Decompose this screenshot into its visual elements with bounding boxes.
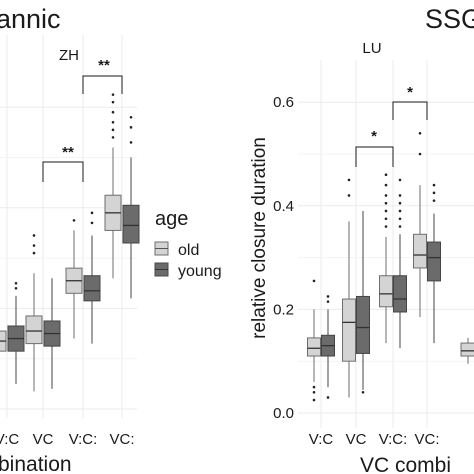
right-significance-bracket-1 [392,101,428,120]
x-axis-title-left: bination [0,453,72,474]
right-box-old-2-outlier-5 [384,183,388,187]
right-box-young-3-outlier-1 [432,191,436,195]
left-significance-label-0: ** [62,144,74,161]
right-next-panel-box [460,342,474,357]
right-y-tick-label-0: 0.0 [273,405,294,422]
right-box-old-1 [342,298,356,362]
right-x-tick-label-3: VC: [414,431,439,448]
right-y-tick-label-3: 0.6 [273,94,294,111]
right-box-young-2-outlier-3 [398,201,402,205]
left-panel-grid [0,35,137,418]
left-significance-label-1: ** [98,57,110,74]
right-box-old-3-outlier-1 [418,131,422,135]
left-box-young-3-outlier-0 [129,141,133,144]
left-box-old-1-outlier-0 [32,251,36,255]
left-significance-bracket-0 [42,161,84,182]
right-box-young-0-outlier-0 [326,396,330,399]
left-box-old-3-outlier-2 [111,120,115,124]
left-box-old-3-outlier-1 [111,128,115,132]
left-x-tick-label-1: VC [33,431,54,448]
right-box-old-2 [379,275,393,308]
facet-label-left: ZH [59,47,79,64]
right-box-young-2-outlier-0 [398,225,402,228]
group-title-right: SSG [425,4,474,34]
right-box-old-1-outlier-1 [347,178,351,182]
right-box-young-2-outlier-5 [398,178,402,182]
right-box-young-2-outlier-1 [398,217,402,221]
left-box-young-0-outlier-1 [14,281,18,285]
right-box-young-3 [427,241,441,282]
right-panel-marks: * * V:C VC V:C: VC: 0.0 0.2 0.4 0.6 [273,84,474,448]
left-box-old-1 [25,315,43,345]
right-box-old-0-outlier-2 [312,385,316,389]
right-box-young-2-outlier-4 [398,194,402,197]
left-box-old-2-outlier-0 [72,219,76,222]
legend-label-old: old [178,242,199,259]
right-significance-label-0: * [371,128,377,145]
left-box-young-0-outlier-0 [14,286,18,290]
right-box-young-2-outlier-2 [398,209,402,213]
right-box-old-2-outlier-4 [384,194,388,197]
group-title-left: annic [0,4,61,34]
right-x-tick-label-2: V:C: [379,431,408,448]
right-box-old-2-outlier-6 [384,173,388,177]
left-panel-marks: ** ** V:C VC V:C: VC: [0,57,140,448]
right-box-old-2-outlier-1 [384,217,388,221]
right-box-old-2-outlier-2 [384,209,388,213]
left-box-young-3-outlier-2 [129,115,133,119]
right-y-tick-label-2: 0.4 [273,198,294,215]
right-x-tick-label-1: VC [346,431,367,448]
facet-label-right: LU [362,40,381,57]
left-box-young-2-outlier-1 [90,211,94,215]
right-box-old-0-outlier-3 [312,279,316,283]
left-x-tick-label-3: VC: [109,431,134,448]
y-axis-title: relative closure duration [249,137,270,339]
right-box-young-3-outlier-0 [432,199,436,202]
right-significance-label-1: * [407,84,413,101]
left-box-old-3-outlier-5 [111,93,115,96]
left-box-young-2 [83,275,101,302]
right-box-old-0-outlier-1 [312,390,316,394]
right-box-old-1-outlier-0 [347,194,351,197]
left-x-tick-label-0: V:C [0,431,19,448]
right-box-young-2 [393,275,407,313]
right-box-young-3-outlier-2 [432,183,436,187]
right-significance-bracket-0 [355,146,394,167]
left-box-old-3-outlier-0 [111,136,115,139]
left-box-old-3-outlier-3 [111,110,115,114]
right-box-young-1 [356,295,370,354]
left-significance-bracket-1 [82,75,123,94]
left-x-tick-label-2: V:C: [69,431,98,448]
left-box-young-3 [122,204,140,244]
legend-title: age [155,208,188,230]
left-box-old-3-outlier-4 [111,100,115,104]
x-axis-title-right: VC combi [360,454,451,474]
right-box-old-2-outlier-0 [384,225,388,228]
right-x-tick-label-0: V:C [309,431,334,448]
right-box-old-0-outlier-0 [312,398,316,402]
right-box-old-3-outlier-0 [418,152,422,156]
left-box-old-1-outlier-1 [32,244,36,247]
left-box-old-1-outlier-2 [32,234,36,237]
right-y-tick-label-1: 0.2 [273,301,294,318]
right-box-young-1-outlier-0 [361,390,365,394]
left-box-young-2-outlier-0 [90,221,94,225]
right-box-old-3 [413,233,427,269]
legend-label-young: young [178,263,222,280]
right-box-old-0 [307,337,321,357]
right-box-young-0-outlier-1 [326,300,330,303]
left-box-young-3-outlier-1 [129,126,133,129]
right-box-old-2-outlier-3 [384,201,388,205]
right-box-young-0-outlier-2 [326,295,330,298]
